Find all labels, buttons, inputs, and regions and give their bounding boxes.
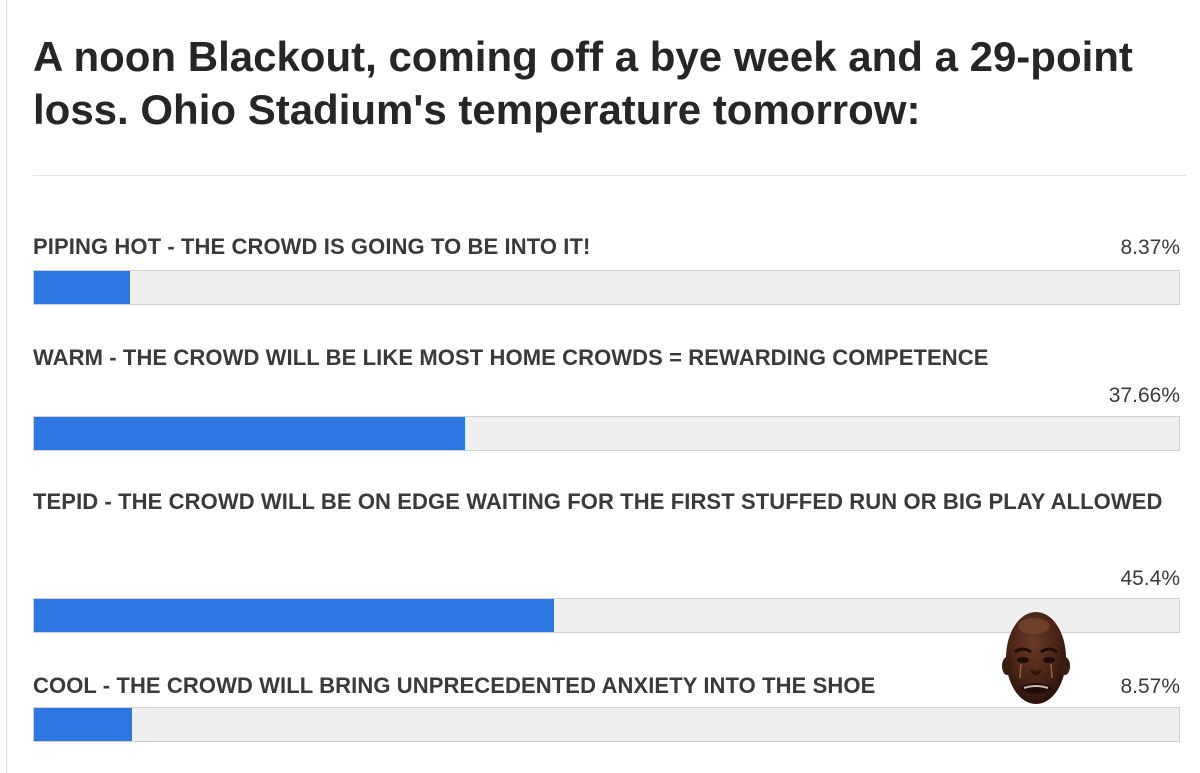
- poll-question: A noon Blackout, coming off a bye week a…: [33, 33, 1133, 133]
- result-bar-fill: [34, 417, 466, 450]
- option-percent: 8.57%: [1120, 675, 1180, 698]
- option-label: PIPING HOT - THE CROWD IS GOING TO BE IN…: [33, 234, 591, 259]
- result-bar-fill: [34, 708, 133, 741]
- result-bar: [33, 416, 1180, 451]
- option-label: WARM - THE CROWD WILL BE LIKE MOST HOME …: [33, 345, 989, 370]
- result-bar-fill: [34, 271, 130, 304]
- divider: [33, 175, 1186, 176]
- result-bar: [33, 707, 1180, 742]
- option-percent: 45.4%: [1120, 567, 1180, 590]
- option-percent: 37.66%: [1108, 384, 1180, 407]
- crying-face-meme-icon: [1002, 612, 1070, 704]
- option-percent: 8.37%: [1120, 236, 1180, 259]
- result-bar: [33, 270, 1180, 305]
- option-label: TEPID - THE CROWD WILL BE ON EDGE WAITIN…: [33, 489, 1163, 514]
- result-bar-fill: [34, 599, 554, 632]
- option-label: COOL - THE CROWD WILL BRING UNPRECEDENTE…: [33, 673, 876, 698]
- poll-card: A noon Blackout, coming off a bye week a…: [6, 0, 1200, 773]
- result-bar: [33, 598, 1180, 633]
